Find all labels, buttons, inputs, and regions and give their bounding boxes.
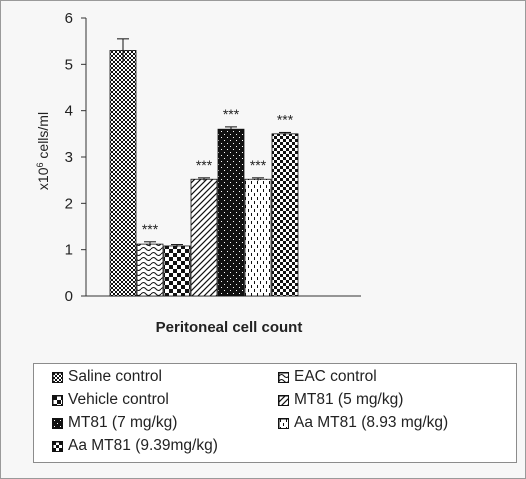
y-tick-label: 3 — [65, 149, 73, 166]
legend-swatch — [278, 417, 289, 429]
y-tick-label: 0 — [65, 288, 73, 305]
legend-label: Aa MT81 (9.39mg/kg) — [68, 437, 218, 454]
legend-item: Aa MT81 (9.39mg/kg) — [52, 437, 218, 455]
y-axis-label: x106 cells/ml — [35, 112, 51, 190]
bar — [190, 178, 218, 297]
y-tick-label: 2 — [65, 195, 73, 212]
legend-label: Aa MT81 (8.93 mg/kg) — [294, 414, 449, 431]
legend-item: MT81 (7 mg/kg) — [52, 414, 177, 432]
bar — [271, 133, 299, 297]
legend-swatch — [278, 371, 289, 383]
bars: *** *** *** *** *** — [109, 38, 299, 297]
significance-label: *** — [277, 111, 294, 127]
legend-swatch — [52, 371, 63, 383]
bar — [109, 50, 137, 297]
legend-label: Saline control — [68, 368, 162, 385]
legend-swatch — [52, 417, 63, 429]
y-axis-label-unit: cells/ml — [35, 112, 51, 163]
legend-swatch — [52, 440, 63, 452]
legend-swatch — [278, 394, 289, 406]
legend-item: Vehicle control — [52, 391, 169, 409]
y-axis-label-main: x10 — [35, 167, 51, 190]
x-axis-label: Peritoneal cell count — [156, 319, 303, 336]
y-tick-label: 4 — [65, 103, 73, 120]
significance-label: *** — [196, 157, 213, 173]
legend: Saline control EAC control Vehicle control… — [33, 363, 517, 463]
legend-item: Saline control — [52, 368, 162, 386]
bar — [163, 245, 191, 297]
y-tick-label: 6 — [65, 10, 73, 27]
legend-label: Vehicle control — [68, 391, 169, 408]
significance-label: *** — [223, 106, 240, 122]
y-axis-label-superscript: 6 — [35, 162, 45, 167]
legend-item: MT81 (5 mg/kg) — [278, 391, 403, 409]
y-tick-label: 1 — [65, 242, 73, 259]
bar — [244, 178, 272, 297]
significance-label: *** — [142, 221, 159, 237]
significance-label: *** — [250, 157, 267, 173]
legend-swatch — [52, 394, 63, 406]
legend-label: EAC control — [294, 368, 377, 385]
legend-item: EAC control — [278, 368, 377, 386]
bar — [136, 243, 164, 297]
y-tick-label: 5 — [65, 56, 73, 73]
bar — [217, 128, 245, 297]
legend-item: Aa MT81 (8.93 mg/kg) — [278, 414, 448, 432]
legend-label: MT81 (5 mg/kg) — [294, 391, 404, 408]
legend-label: MT81 (7 mg/kg) — [68, 414, 178, 431]
